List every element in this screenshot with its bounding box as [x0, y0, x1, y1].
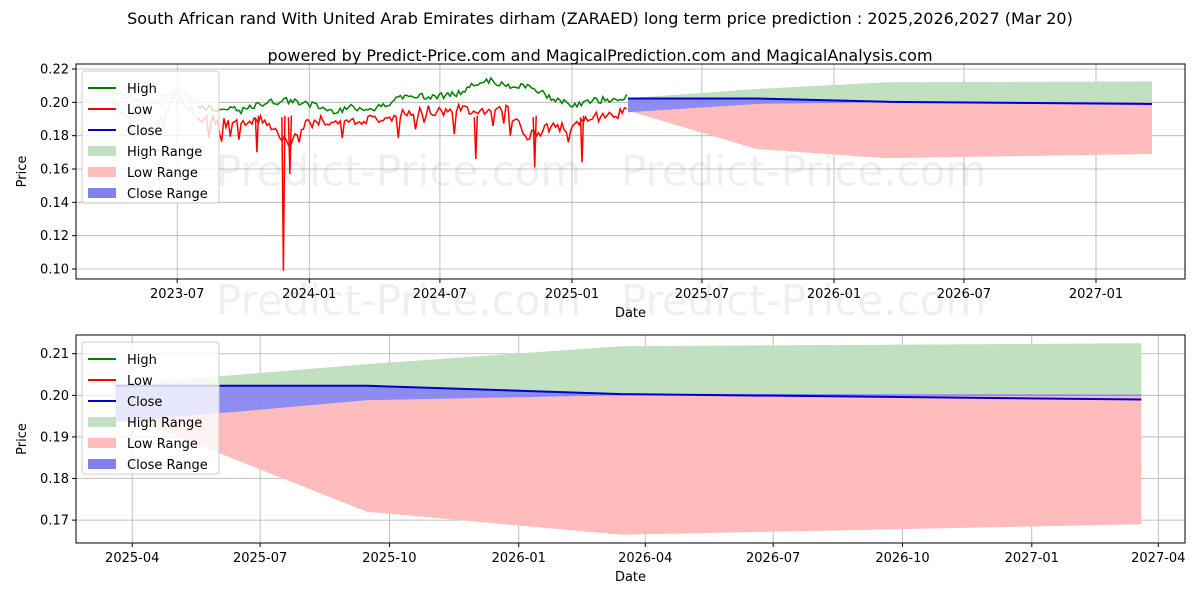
watermark: Predict-Price.com [216, 147, 581, 196]
low-line [197, 102, 627, 147]
legend-label: Low [127, 103, 153, 118]
close-range-band [628, 98, 1152, 113]
legend-label: High Range [127, 145, 202, 160]
watermark: Predict-Price.com [621, 276, 986, 325]
y-tick-label: 0.22 [40, 63, 69, 78]
x-tick-label: 2026-07 [937, 287, 991, 302]
y-tick-label: 0.20 [40, 96, 69, 111]
plot-frame [75, 63, 1186, 280]
high-range-band [628, 81, 1152, 102]
y-tick-label: 0.19 [40, 430, 69, 445]
y-axis-label: Price [15, 156, 30, 188]
chart-panel-bottom: Predict-Price.comPredict-Price.com0.170.… [15, 334, 1186, 585]
x-tick-label: 2023-07 [150, 287, 204, 302]
x-tick-label: 2025-10 [362, 551, 416, 566]
x-tick-label: 2025-04 [105, 551, 159, 566]
legend-label: Close [127, 395, 162, 410]
legend-label: Low Range [127, 166, 198, 181]
legend-swatch [88, 146, 116, 156]
legend-label: High Range [127, 416, 202, 431]
low-spike [532, 115, 537, 168]
x-tick-label: 2026-07 [746, 551, 800, 566]
y-tick-label: 0.18 [40, 129, 69, 144]
y-tick-label: 0.16 [40, 163, 69, 178]
low-spike [473, 115, 479, 160]
chart-panel-top: Predict-Price.com Predict-Price.com Predic… [15, 63, 1186, 325]
legend-swatch [88, 459, 116, 469]
chart-subtitle: powered by Predict-Price.com and Magical… [267, 46, 933, 65]
legend-swatch [88, 188, 116, 198]
y-axis-label: Price [15, 423, 30, 455]
legend-label: Low Range [127, 437, 198, 452]
x-tick-label: 2026-10 [875, 551, 929, 566]
chart-title: South African rand With United Arab Emir… [127, 9, 1073, 28]
x-tick-label: 2025-07 [675, 287, 729, 302]
x-tick-label: 2027-01 [1069, 287, 1123, 302]
low-spike [254, 115, 260, 153]
x-tick-label: 2026-01 [807, 287, 861, 302]
legend-label: Close Range [127, 187, 208, 202]
x-tick-label: 2025-07 [233, 551, 287, 566]
high-range-band [115, 343, 1142, 395]
y-tick-label: 0.12 [40, 229, 69, 244]
legend-label: High [127, 353, 157, 368]
y-tick-label: 0.18 [40, 472, 69, 487]
x-axis-label: Date [615, 306, 646, 321]
legend-label: Close Range [127, 458, 208, 473]
low-spike [281, 115, 286, 271]
y-tick-label: 0.14 [40, 196, 69, 211]
x-tick-label: 2024-01 [282, 287, 336, 302]
plot-frame [75, 334, 1186, 544]
legend-label: High [127, 82, 157, 97]
x-tick-label: 2027-04 [1131, 551, 1185, 566]
close-forecast-line [628, 97, 1153, 105]
y-tick-label: 0.17 [40, 514, 69, 529]
legend-swatch [88, 417, 116, 427]
legend-swatch [88, 167, 116, 177]
low-spike [287, 115, 293, 175]
x-tick-label: 2025-01 [545, 287, 599, 302]
legend-swatch [88, 438, 116, 448]
x-tick-label: 2027-01 [1005, 551, 1059, 566]
y-tick-label: 0.21 [40, 347, 69, 362]
low-range-band [115, 395, 1142, 535]
watermark: Predict-Price.com [216, 276, 581, 325]
high-line [197, 76, 628, 116]
x-tick-label: 2026-01 [492, 551, 546, 566]
close-range-band [115, 384, 1142, 423]
low-spike [579, 115, 585, 163]
close-forecast-line [115, 384, 1142, 401]
legend-box [81, 70, 220, 204]
low-range-band [628, 102, 1152, 159]
y-tick-label: 0.20 [40, 389, 69, 404]
x-axis-label: Date [615, 570, 646, 585]
legend-label: Close [127, 124, 162, 139]
x-tick-label: 2024-07 [413, 287, 467, 302]
y-tick-label: 0.10 [40, 263, 69, 278]
legend-box [81, 341, 220, 475]
legend-label: Low [127, 374, 153, 389]
x-tick-label: 2026-04 [618, 551, 672, 566]
